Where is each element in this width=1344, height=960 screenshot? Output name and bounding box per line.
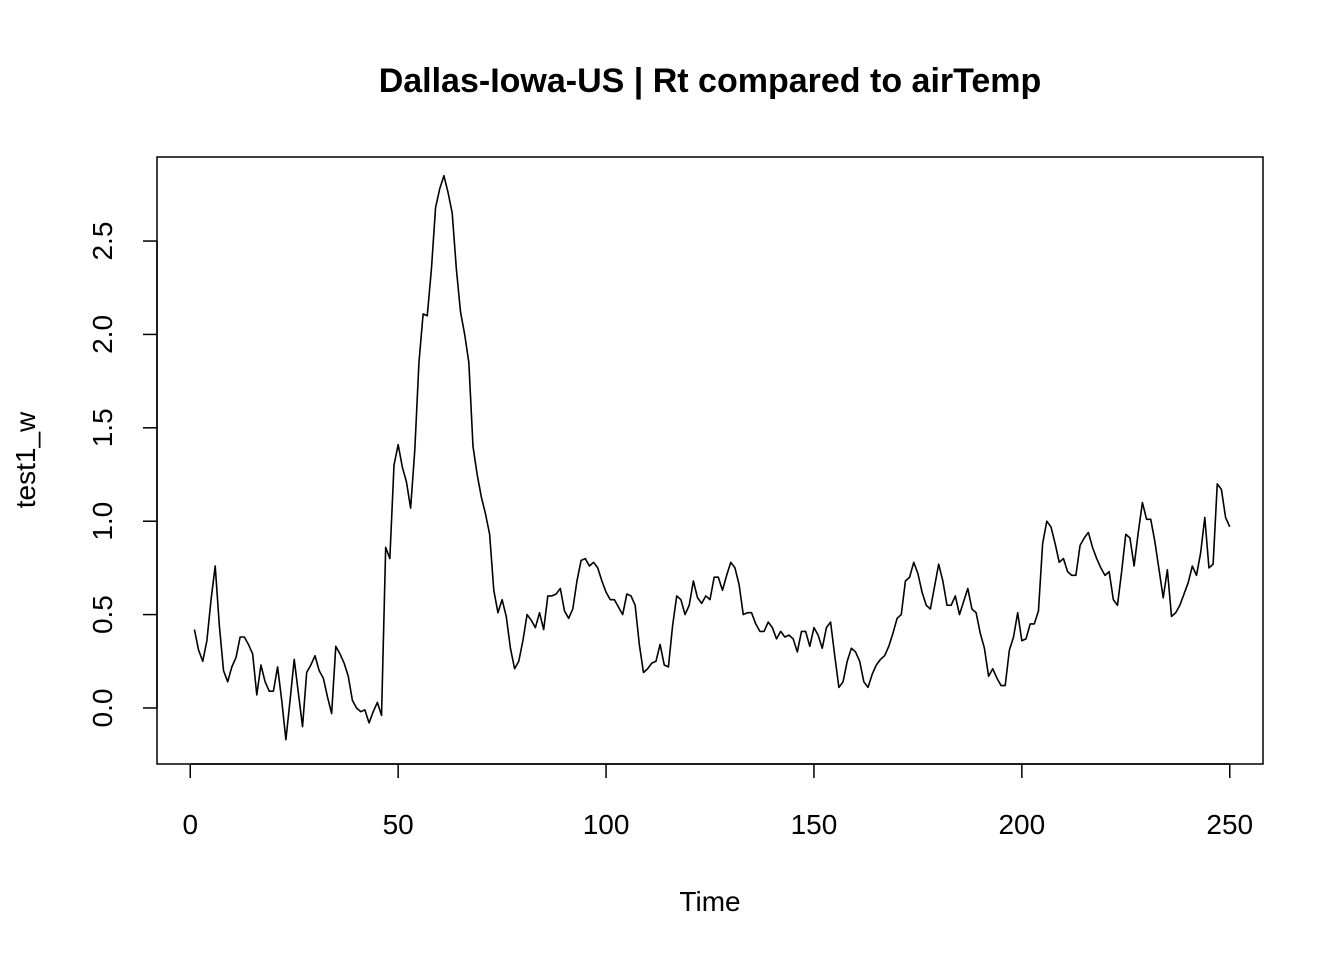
series-line (193, 174, 1231, 741)
chart-title: Dallas-Iowa-US | Rt compared to airTemp (379, 62, 1042, 100)
x-tick-label: 50 (383, 809, 414, 840)
x-tick-label: 0 (182, 809, 198, 840)
y-tick-label: 0.5 (87, 595, 118, 634)
y-tick-label: 1.5 (87, 408, 118, 447)
plot-area (193, 174, 1231, 741)
y-axis: 0.0 0.5 1.0 1.5 2.0 2.5 (87, 222, 158, 728)
x-axis: 0 50 100 150 200 250 (182, 763, 1253, 840)
plot-frame (156, 156, 1264, 765)
x-axis-label: Time (679, 886, 740, 917)
y-tick-label: 2.0 (87, 315, 118, 354)
y-tick-label: 1.0 (87, 502, 118, 541)
y-tick-label: 0.0 (87, 689, 118, 728)
x-tick-label: 150 (791, 809, 838, 840)
x-tick-label: 100 (583, 809, 630, 840)
y-tick-label: 2.5 (87, 222, 118, 261)
y-axis-label: test1_w (10, 411, 41, 508)
x-tick-label: 250 (1206, 809, 1253, 840)
x-tick-label: 200 (998, 809, 1045, 840)
